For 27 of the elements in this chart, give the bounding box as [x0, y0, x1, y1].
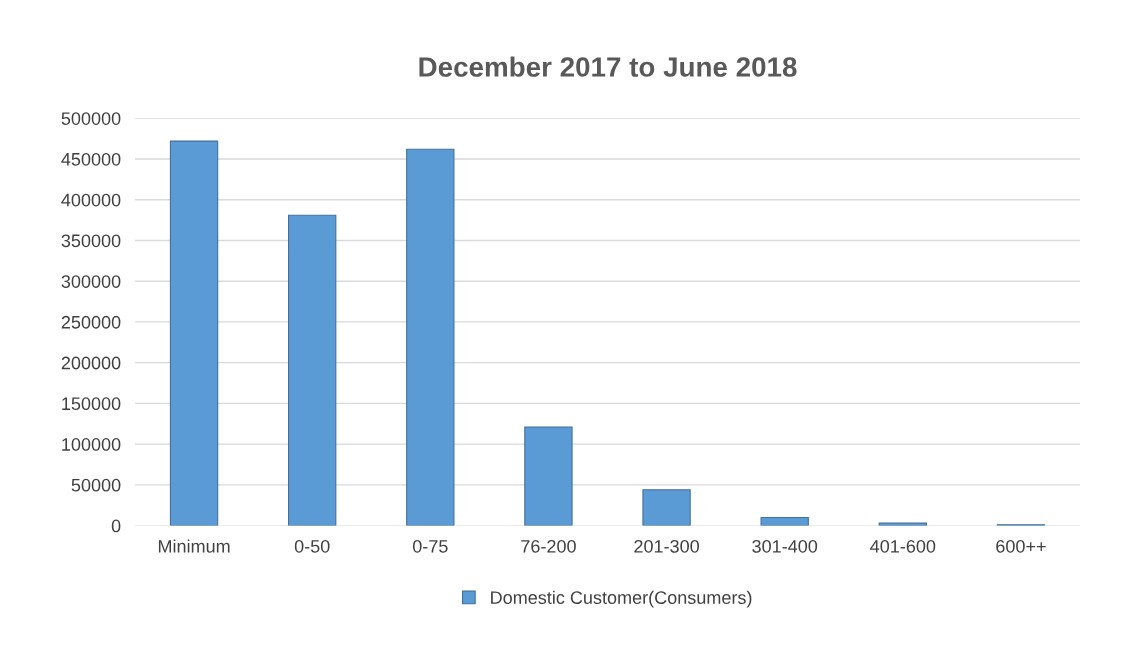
y-tick-label: 50000 [71, 478, 121, 492]
x-tick-label: 0-50 [294, 539, 330, 553]
y-tick-label: 500000 [61, 112, 121, 125]
y-tick-label: 300000 [61, 275, 121, 288]
bar [406, 148, 455, 526]
x-tick-label: 301-400 [752, 539, 818, 553]
x-tick-label: 201-300 [634, 539, 699, 553]
bar [524, 426, 573, 526]
chart-title: December 2017 to June 2018 [419, 56, 797, 77]
legend-label: Domestic Customer(Consumers) [491, 590, 752, 608]
bar [642, 489, 691, 526]
x-tick-label: 600++ [996, 539, 1046, 553]
y-tick-label: 100000 [62, 438, 121, 451]
y-tick-label: 350000 [61, 234, 121, 248]
x-tick-label: Minimum [158, 539, 230, 553]
x-tick-label: 76-200 [521, 539, 576, 553]
x-tick-label: 401-600 [870, 539, 936, 553]
y-tick-label: 0 [111, 519, 121, 533]
y-tick-label: 200000 [61, 356, 121, 370]
bar [288, 214, 337, 526]
y-tick-label: 400000 [61, 193, 121, 207]
y-tick-label: 250000 [61, 315, 121, 329]
bar [169, 140, 219, 526]
bar [760, 516, 809, 526]
x-tick-label: 0-75 [412, 539, 448, 553]
y-tick-label: 450000 [61, 152, 121, 166]
y-tick-label: 150000 [62, 397, 121, 411]
